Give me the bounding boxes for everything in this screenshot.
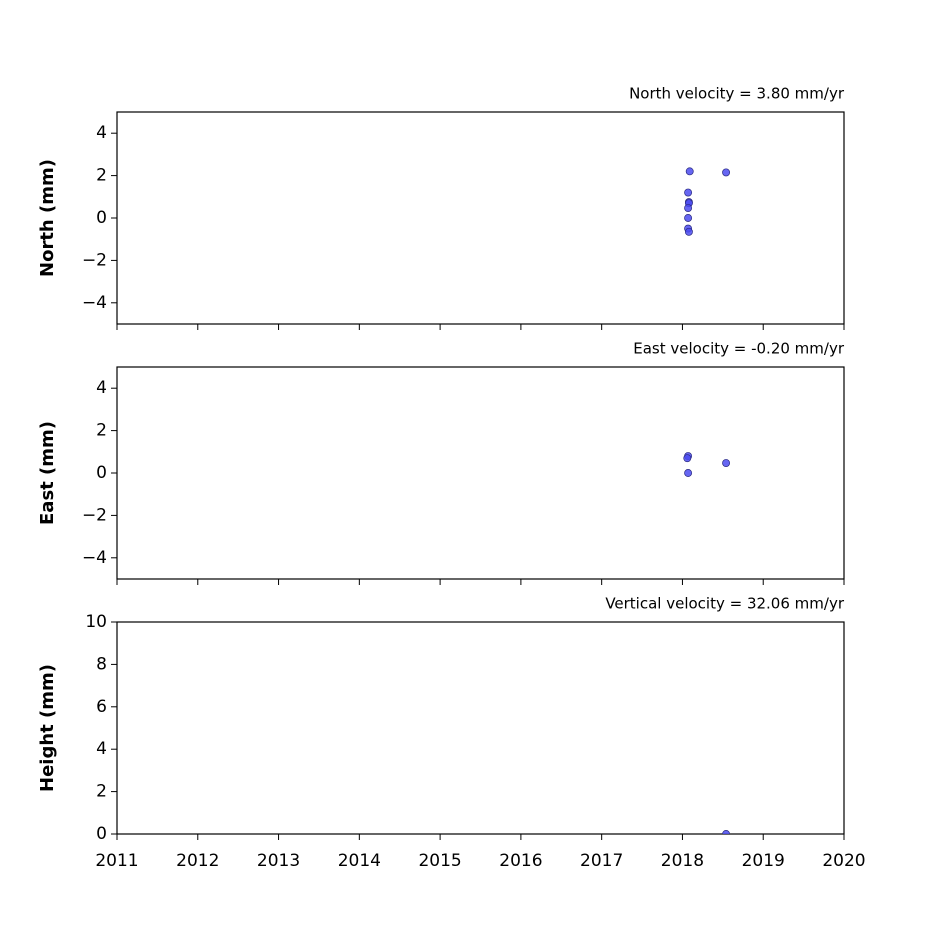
data-point	[684, 469, 693, 477]
data-point	[684, 204, 693, 212]
y-tick-label: 4	[96, 378, 107, 398]
plot-area	[684, 167, 731, 236]
data-point	[684, 214, 693, 222]
y-axis-label: Height (mm)	[37, 664, 58, 792]
data-point	[684, 227, 693, 236]
axes-frame	[116, 621, 845, 835]
x-tick-label: 2015	[418, 851, 461, 871]
data-point	[683, 454, 692, 463]
y-tick-label: 8	[96, 654, 107, 674]
y-axis-label: East (mm)	[37, 421, 58, 525]
y-tick-label: −2	[82, 250, 107, 270]
y-tick-label: −2	[82, 505, 107, 525]
y-tick-label: 2	[96, 421, 107, 441]
data-point	[684, 188, 693, 197]
y-tick-label: 4	[96, 739, 107, 759]
y-tick-label: 0	[96, 824, 107, 844]
x-tick-label: 2014	[338, 851, 381, 871]
y-tick-label: 4	[96, 123, 107, 143]
data-point	[685, 167, 694, 176]
x-tick-label: 2013	[257, 851, 300, 871]
y-axis-label: North (mm)	[37, 159, 58, 277]
plot-area	[722, 830, 731, 834]
x-tick-label: 2016	[499, 851, 542, 871]
x-tick-label: 2017	[580, 851, 623, 871]
y-tick-label: 2	[96, 166, 107, 186]
y-tick-label: 2	[96, 782, 107, 802]
plot-area	[683, 452, 731, 477]
panel-title: East velocity = -0.20 mm/yr	[633, 340, 845, 358]
data-point	[722, 459, 731, 467]
data-point	[722, 168, 731, 177]
x-tick-label: 2018	[661, 851, 704, 871]
y-tick-label: −4	[82, 293, 107, 313]
y-tick-label: 6	[96, 697, 107, 717]
axes-frame	[116, 111, 845, 325]
y-tick-label: −4	[82, 548, 107, 568]
y-tick-label: 0	[96, 463, 107, 483]
x-tick-label: 2011	[95, 851, 138, 871]
x-tick-label: 2012	[176, 851, 219, 871]
data-point	[722, 830, 731, 834]
panel-title: Vertical velocity = 32.06 mm/yr	[605, 595, 845, 613]
axes-frame	[116, 366, 845, 580]
y-tick-label: 0	[96, 208, 107, 228]
y-tick-label: 10	[85, 612, 107, 632]
x-tick-label: 2019	[742, 851, 785, 871]
x-tick-label: 2020	[822, 851, 865, 871]
panel-title: North velocity = 3.80 mm/yr	[629, 85, 845, 103]
